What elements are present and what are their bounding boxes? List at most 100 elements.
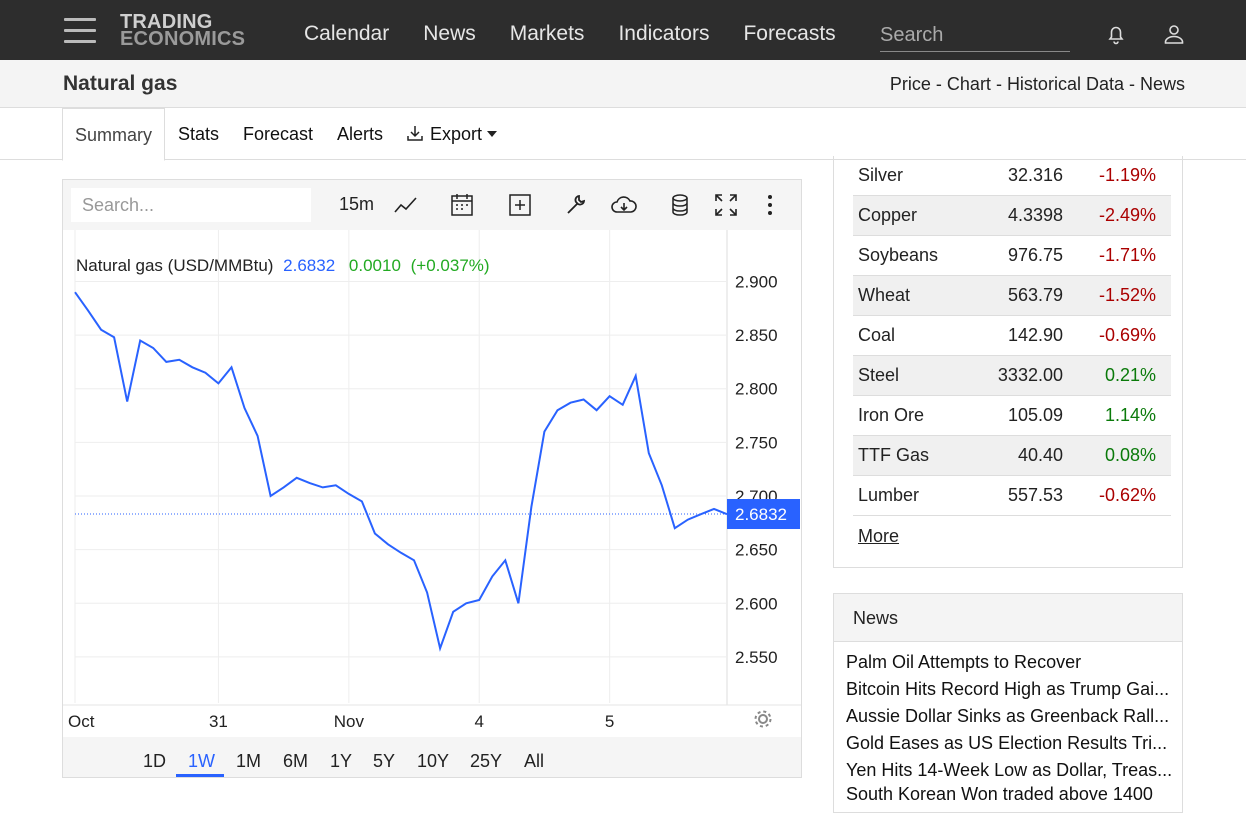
tab-summary[interactable]: Summary (62, 108, 166, 161)
commodity-change: 1.14% (1104, 405, 1156, 425)
separator: - (930, 74, 947, 94)
nav-forecasts[interactable]: Forecasts (743, 22, 836, 45)
nav-news[interactable]: News (423, 22, 476, 45)
commodity-price: 142.90 (1007, 325, 1063, 345)
search-input[interactable] (880, 20, 1070, 52)
table-row[interactable]: Copper 4.3398 -2.49% (853, 196, 1171, 236)
logo-top: TRADING (120, 11, 213, 33)
commodity-price: 32.316 (1007, 165, 1063, 185)
table-row[interactable]: Coal 142.90 -0.69% (853, 316, 1171, 356)
link-price[interactable]: Price (889, 74, 931, 94)
nav-markets[interactable]: Markets (509, 22, 585, 45)
nav-calendar[interactable]: Calendar (304, 22, 390, 45)
range-selector: 1D 1W 1M 6M 1Y 5Y 10Y 25Y All (63, 737, 801, 777)
more-link[interactable]: More (858, 526, 900, 546)
x-tick-label: Nov (334, 712, 365, 731)
commodity-name: Steel (858, 365, 900, 385)
wrench-icon[interactable] (563, 192, 589, 218)
download-icon (407, 126, 423, 141)
commodity-change: -0.69% (1098, 325, 1156, 345)
page-subheader: Natural gas Price - Chart - Historical D… (0, 60, 1246, 108)
tab-stats[interactable]: Stats (178, 124, 220, 144)
news-item[interactable]: Palm Oil Attempts to Recover (846, 652, 1082, 672)
fullscreen-icon[interactable] (713, 192, 739, 218)
chart-toolbar: 15m (63, 180, 801, 230)
news-item[interactable]: Bitcoin Hits Record High as Trump Gai... (846, 679, 1170, 699)
commodities-table: Silver 32.316 -1.19% Copper 4.3398 -2.49… (833, 156, 1183, 568)
range-1y[interactable]: 1Y (330, 751, 353, 771)
news-item[interactable]: Yen Hits 14-Week Low as Dollar, Treas... (846, 760, 1173, 780)
commodity-change: -1.19% (1098, 165, 1156, 185)
chart-settings-icon[interactable] (754, 710, 772, 728)
commodity-change: -2.49% (1098, 205, 1156, 225)
nav-indicators[interactable]: Indicators (618, 22, 710, 45)
chart-search-input[interactable] (71, 188, 311, 222)
page-title: Natural gas (63, 72, 178, 95)
range-10y[interactable]: 10Y (417, 751, 450, 771)
news-item[interactable]: Gold Eases as US Election Results Tri... (846, 733, 1168, 753)
link-historical-data[interactable]: Historical Data (1006, 74, 1124, 94)
logo-bottom: ECONOMICS (120, 28, 246, 50)
commodity-change: -1.52% (1098, 285, 1156, 305)
news-heading: News (834, 594, 1182, 642)
cloud-download-icon[interactable] (609, 192, 639, 218)
tab-export[interactable]: Export (405, 108, 498, 160)
price-chart[interactable]: 2.9002.8502.8002.7502.7002.6502.6002.550… (63, 230, 801, 737)
commodity-price: 4.3398 (1007, 205, 1063, 225)
commodity-name: Wheat (858, 285, 911, 305)
user-icon[interactable] (1162, 22, 1186, 46)
y-tick-label: 2.900 (735, 272, 778, 291)
commodity-price: 557.53 (1007, 485, 1063, 505)
table-row[interactable]: Soybeans 976.75 -1.71% (853, 236, 1171, 276)
commodity-name: Coal (858, 325, 896, 345)
y-tick-label: 2.750 (735, 433, 778, 452)
calendar-icon[interactable] (449, 192, 475, 218)
x-tick-label: 5 (605, 712, 614, 731)
table-row[interactable]: Wheat 563.79 -1.52% (853, 276, 1171, 316)
commodity-price: 976.75 (1007, 245, 1063, 265)
logo[interactable]: TRADING ECONOMICS (120, 11, 246, 50)
chart-widget: 15m 2.9002.8502.8002.7502.7002.6502.6002… (62, 179, 802, 778)
line-type-icon[interactable] (393, 192, 419, 218)
table-row[interactable]: Steel 3332.00 0.21% (853, 356, 1171, 396)
range-6m[interactable]: 6M (283, 751, 309, 771)
menu-icon[interactable] (64, 18, 96, 44)
range-1w[interactable]: 1W (188, 751, 215, 771)
bell-icon[interactable] (1104, 22, 1128, 46)
link-chart[interactable]: Chart (946, 74, 991, 94)
link-news[interactable]: News (1139, 74, 1185, 94)
x-tick-label: 4 (475, 712, 484, 731)
range-1d[interactable]: 1D (143, 751, 167, 771)
commodity-change: -1.71% (1098, 245, 1156, 265)
commodity-name: Lumber (858, 485, 920, 505)
x-tick-label: Oct (68, 712, 95, 731)
table-row[interactable]: Iron Ore 105.09 1.14% (853, 396, 1171, 436)
database-icon[interactable] (667, 192, 693, 218)
x-tick-label: 31 (209, 712, 228, 731)
tab-alerts[interactable]: Alerts (337, 124, 384, 144)
range-5y[interactable]: 5Y (373, 751, 396, 771)
section-links: Price - Chart - Historical Data - News (890, 74, 1185, 95)
interval-selector[interactable]: 15m (339, 194, 375, 214)
y-tick-label: 2.800 (735, 380, 778, 399)
range-all[interactable]: All (524, 751, 545, 771)
commodity-change: 0.21% (1104, 365, 1156, 385)
table-row[interactable]: TTF Gas 40.40 0.08% (853, 436, 1171, 476)
commodity-name: Iron Ore (858, 405, 925, 425)
commodity-price: 563.79 (1007, 285, 1063, 305)
commodity-change: -0.62% (1098, 485, 1156, 505)
add-indicator-icon[interactable] (507, 192, 533, 218)
tab-forecast[interactable]: Forecast (243, 124, 314, 144)
series-label: Natural gas (USD/MMBtu) (76, 256, 273, 275)
price-tag-label: 2.6832 (735, 505, 787, 524)
tab-export-label: Export (430, 124, 483, 144)
range-1m[interactable]: 1M (236, 751, 262, 771)
table-row[interactable]: Lumber 557.53 -0.62% (853, 476, 1171, 516)
range-25y[interactable]: 25Y (470, 751, 503, 771)
news-item[interactable]: Aussie Dollar Sinks as Greenback Rall... (846, 706, 1170, 726)
table-row[interactable]: Silver 32.316 -1.19% (853, 156, 1171, 196)
commodity-price: 3332.00 (997, 365, 1063, 385)
news-item[interactable]: South Korean Won traded above 1400 (846, 784, 1153, 804)
more-options-icon[interactable] (763, 192, 777, 218)
tab-bar: Summary Stats Forecast Alerts Export (0, 108, 1246, 161)
